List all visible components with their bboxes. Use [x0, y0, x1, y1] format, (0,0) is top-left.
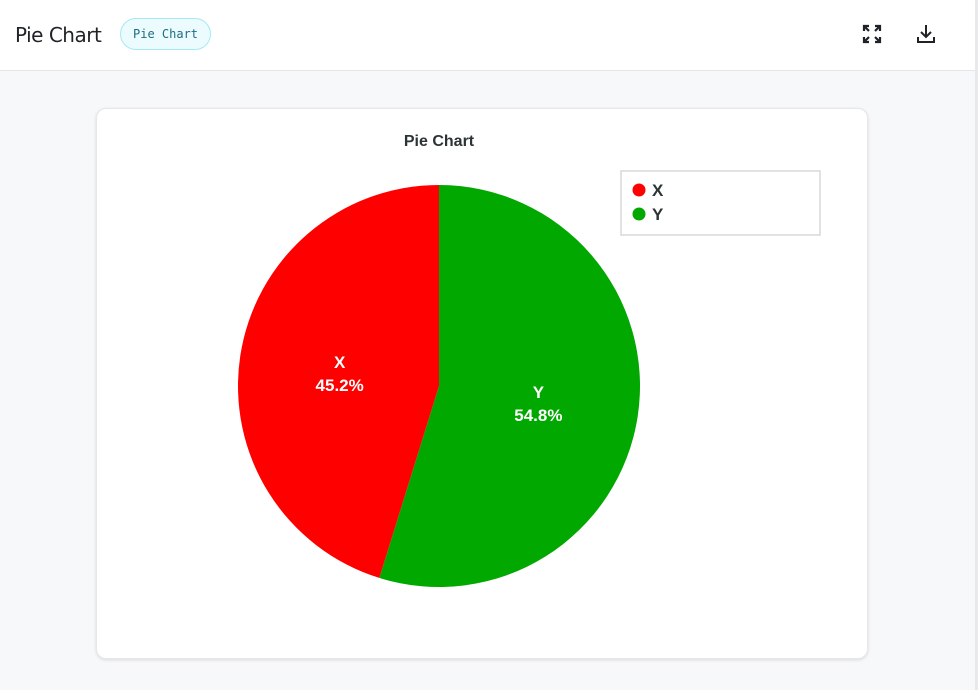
slice-percent-label: 45.2% [316, 376, 364, 395]
pie-chart: Pie Chart Y54.8%X45.2% XY [238, 133, 821, 587]
fullscreen-icon[interactable] [860, 22, 884, 46]
header: Pie Chart Pie Chart [0, 0, 975, 71]
legend-marker-x [632, 183, 646, 197]
slice-category-label: Y [533, 383, 545, 402]
page-title: Pie Chart [15, 23, 102, 47]
legend-marker-y [632, 207, 646, 221]
download-icon[interactable] [914, 22, 938, 46]
legend-label-x[interactable]: X [652, 181, 664, 200]
legend-label-y[interactable]: Y [652, 205, 664, 224]
legend: XY [620, 170, 821, 236]
slice-percent-label: 54.8% [514, 406, 562, 425]
pie-slice-x[interactable] [238, 185, 439, 578]
chart-type-badge: Pie Chart [120, 18, 212, 50]
scrollbar[interactable] [975, 0, 978, 690]
pie-slice-y[interactable] [379, 185, 640, 587]
chart-title: Pie Chart [404, 133, 475, 150]
slice-category-label: X [334, 353, 346, 372]
